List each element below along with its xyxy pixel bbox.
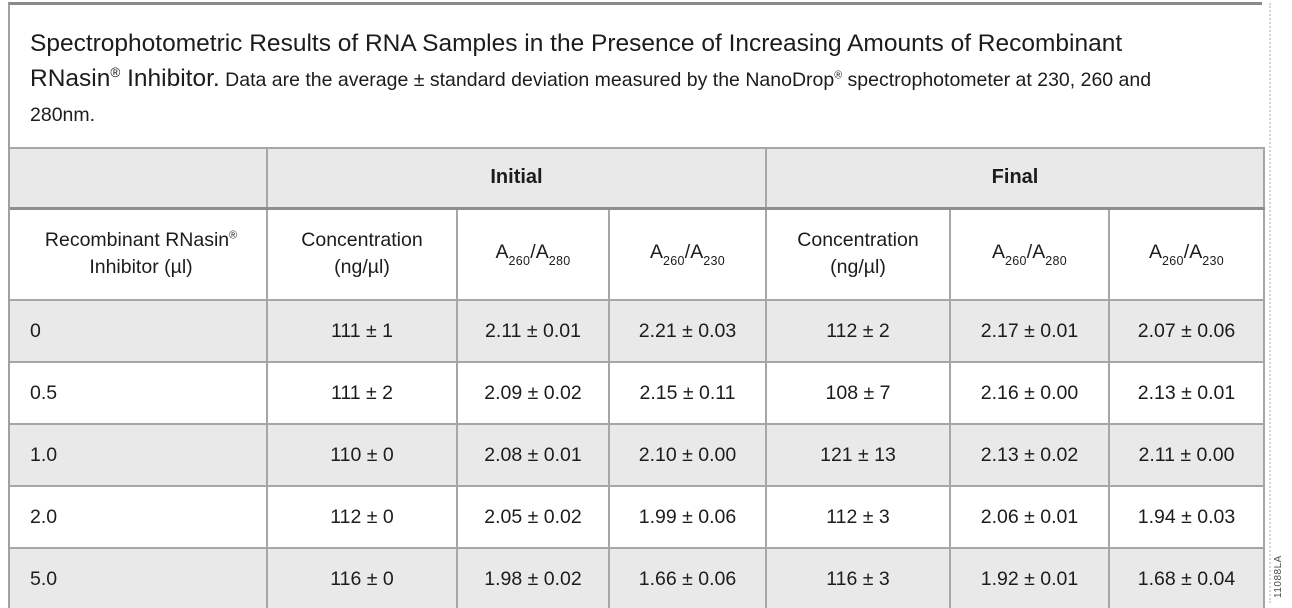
- ratio-base: A: [1032, 240, 1046, 263]
- caption-title-text: Spectrophotometric Results of RNA Sample…: [30, 30, 1123, 92]
- ratio-base: A: [495, 240, 509, 263]
- table-row: 2.0 112 ± 0 2.05 ± 0.02 1.99 ± 0.06 112 …: [10, 485, 1266, 549]
- table-cell: 2.17 ± 0.01: [949, 299, 1110, 363]
- table-cell: 1.94 ± 0.03: [1107, 485, 1266, 549]
- column-header-a260-a230-final: A260/A230: [1107, 207, 1266, 301]
- table-cell: 112 ± 0: [266, 485, 458, 549]
- table-caption: Spectrophotometric Results of RNA Sample…: [10, 5, 1262, 147]
- inhibitor-header-end: Inhibitor (µl): [89, 256, 193, 279]
- table-cell: 111 ± 1: [266, 299, 458, 363]
- ratio-slash: /: [1183, 240, 1190, 263]
- concentration-line2: (ng/µl): [830, 256, 886, 279]
- table-cell: 108 ± 7: [765, 361, 951, 425]
- table-cell: 111 ± 2: [266, 361, 458, 425]
- row-label-cell: 0: [10, 299, 268, 363]
- concentration-line1: Concentration: [301, 229, 423, 252]
- ratio-slash: /: [530, 240, 536, 263]
- table-cell: 116 ± 3: [765, 547, 951, 608]
- ratio-subscript: 260: [1005, 253, 1027, 268]
- row-label-cell: 0.5: [10, 361, 268, 425]
- table-cell: 2.05 ± 0.02: [456, 485, 610, 549]
- column-header-row: Recombinant RNasin® Inhibitor (µl) Conce…: [10, 207, 1266, 301]
- column-header-a260-a280-initial: A260/A280: [456, 207, 610, 301]
- registered-trademark-icon: ®: [110, 64, 121, 80]
- caption-note: Data are the average ± standard deviatio…: [30, 69, 1151, 126]
- table-cell: 2.15 ± 0.11: [608, 361, 767, 425]
- registered-trademark-icon: ®: [229, 229, 238, 242]
- inhibitor-header-text: Recombinant RNasin: [44, 229, 230, 252]
- table-cell: 1.98 ± 0.02: [456, 547, 610, 608]
- row-label-cell: 1.0: [10, 423, 268, 487]
- table-cell: 2.09 ± 0.02: [456, 361, 610, 425]
- table-row: 5.0 116 ± 0 1.98 ± 0.02 1.66 ± 0.06 116 …: [10, 547, 1266, 608]
- table-cell: 110 ± 0: [266, 423, 458, 487]
- table-cell: 121 ± 13: [765, 423, 951, 487]
- results-table: Initial Final Recombinant RNasin® Inhibi…: [10, 147, 1266, 608]
- ratio-base: A: [650, 240, 664, 263]
- table-row: 0.5 111 ± 2 2.09 ± 0.02 2.15 ± 0.11 108 …: [10, 361, 1266, 425]
- table-cell: 1.68 ± 0.04: [1107, 547, 1266, 608]
- table-cell: 1.92 ± 0.01: [949, 547, 1110, 608]
- table-cell: 2.16 ± 0.00: [949, 361, 1110, 425]
- ratio-subscript: 230: [703, 253, 725, 268]
- column-header-a260-a230-initial: A260/A230: [608, 207, 767, 301]
- ratio-base: A: [1189, 240, 1203, 263]
- table-cell: 2.08 ± 0.01: [456, 423, 610, 487]
- concentration-line2: (ng/µl): [334, 256, 390, 279]
- ratio-base: A: [535, 240, 549, 263]
- column-header-concentration-final: Concentration (ng/µl): [765, 207, 951, 301]
- ratio-base: A: [992, 240, 1006, 263]
- ratio-subscript: 280: [1045, 253, 1067, 268]
- ratio-slash: /: [1026, 240, 1033, 263]
- table-cell: 2.13 ± 0.02: [949, 423, 1110, 487]
- table-cell: 1.99 ± 0.06: [608, 485, 767, 549]
- ratio-base: A: [1149, 240, 1163, 263]
- page-edge-dotted-line: [1269, 3, 1271, 603]
- caption-note-text: Data are the average ± standard deviatio…: [219, 69, 835, 91]
- ratio-base: A: [690, 240, 704, 263]
- ratio-subscript: 280: [548, 253, 571, 268]
- ratio-slash: /: [684, 240, 691, 263]
- table-cell: 2.13 ± 0.01: [1107, 361, 1266, 425]
- table-cell: 2.07 ± 0.06: [1107, 299, 1266, 363]
- table-cell: 116 ± 0: [266, 547, 458, 608]
- figure-id-label: 11088LA: [1273, 555, 1284, 598]
- group-header-initial: Initial: [266, 147, 767, 210]
- registered-trademark-icon: ®: [834, 69, 843, 82]
- table-cell: 2.10 ± 0.00: [608, 423, 767, 487]
- ratio-subscript: 260: [1162, 253, 1184, 268]
- table-cell: 1.66 ± 0.06: [608, 547, 767, 608]
- column-header-inhibitor: Recombinant RNasin® Inhibitor (µl): [10, 207, 268, 301]
- table-cell: 2.11 ± 0.01: [456, 299, 610, 363]
- column-header-concentration-initial: Concentration (ng/µl): [266, 207, 458, 301]
- table-cell: 2.21 ± 0.03: [608, 299, 767, 363]
- table-row: 1.0 110 ± 0 2.08 ± 0.01 2.10 ± 0.00 121 …: [10, 423, 1266, 487]
- corner-cell: [10, 147, 268, 210]
- column-header-a260-a280-final: A260/A280: [949, 207, 1110, 301]
- ratio-subscript: 260: [663, 253, 685, 268]
- caption-title-end: Inhibitor.: [120, 65, 220, 92]
- figure-box: Spectrophotometric Results of RNA Sample…: [8, 2, 1266, 608]
- table-cell: 112 ± 2: [765, 299, 951, 363]
- group-header-final: Final: [764, 147, 1266, 210]
- concentration-line1: Concentration: [797, 229, 919, 252]
- ratio-subscript: 260: [508, 253, 531, 268]
- group-header-row: Initial Final: [10, 147, 1266, 210]
- row-label-cell: 5.0: [10, 547, 268, 608]
- caption-note-end: spectrophotometer at 230, 260 and 280nm.: [30, 69, 1152, 126]
- row-label-cell: 2.0: [10, 485, 268, 549]
- table-cell: 112 ± 3: [765, 485, 951, 549]
- caption-title: Spectrophotometric Results of RNA Sample…: [30, 30, 1122, 92]
- table-cell: 2.11 ± 0.00: [1107, 423, 1266, 487]
- table-row: 0 111 ± 1 2.11 ± 0.01 2.21 ± 0.03 112 ± …: [10, 299, 1266, 363]
- table-cell: 2.06 ± 0.01: [949, 485, 1110, 549]
- ratio-subscript: 230: [1202, 253, 1224, 268]
